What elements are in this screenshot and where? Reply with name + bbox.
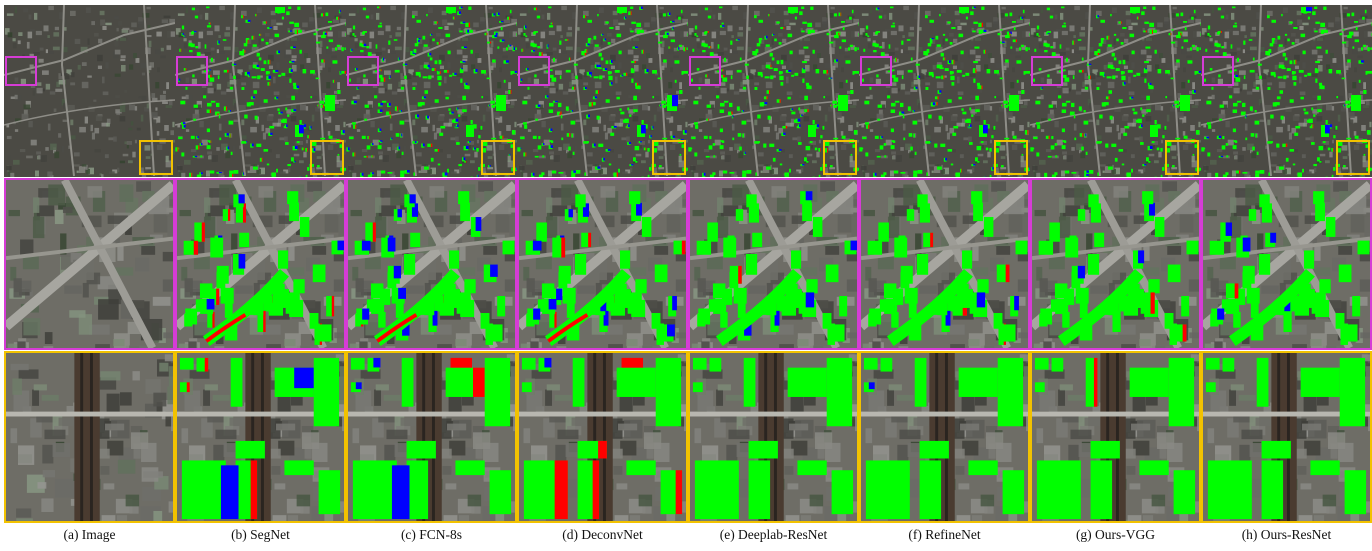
tile-graphic — [519, 353, 686, 521]
segmentation-result-zoom-yellow — [346, 351, 517, 523]
segmentation-result-zoom-magenta — [859, 178, 1030, 350]
column-6: (f) RefineNet — [859, 0, 1030, 551]
segmentation-result-overview — [859, 5, 1030, 177]
tile-graphic — [1032, 180, 1199, 348]
column-2: (b) SegNet — [175, 0, 346, 551]
tile-graphic — [517, 5, 688, 177]
segmentation-result-zoom-magenta — [175, 178, 346, 350]
caption: (a) Image — [63, 527, 116, 542]
segmentation-result-overview — [1201, 5, 1372, 177]
aerial-image-zoom-yellow — [4, 351, 175, 523]
tile-graphic — [690, 180, 857, 348]
tile-graphic — [6, 180, 173, 348]
segmentation-result-zoom-yellow — [517, 351, 688, 523]
tile-graphic — [1032, 353, 1199, 521]
segmentation-result-zoom-magenta — [1201, 178, 1372, 350]
tile-graphic — [177, 180, 344, 348]
caption: (h) Ours-ResNet — [1241, 527, 1332, 542]
column-7: (g) Ours-VGG — [1030, 0, 1201, 551]
tile-graphic — [348, 180, 515, 348]
tile-graphic — [4, 5, 175, 177]
tile-graphic — [348, 353, 515, 521]
segmentation-result-zoom-yellow — [1201, 351, 1372, 523]
tile-graphic — [519, 180, 686, 348]
caption: (f) RefineNet — [908, 527, 981, 542]
column-5: (e) Deeplab-ResNet — [688, 0, 859, 551]
tile-graphic — [690, 353, 857, 521]
column-1: (a) Image — [4, 0, 175, 551]
segmentation-result-zoom-magenta — [1030, 178, 1201, 350]
segmentation-result-zoom-magenta — [688, 178, 859, 350]
caption: (c) FCN-8s — [400, 527, 463, 542]
column-8: (h) Ours-ResNet — [1201, 0, 1372, 551]
tile-graphic — [6, 353, 173, 521]
tile-graphic — [177, 353, 344, 521]
aerial-image-zoom-magenta — [4, 178, 175, 350]
segmentation-result-overview — [175, 5, 346, 177]
segmentation-result-zoom-yellow — [175, 351, 346, 523]
tile-graphic — [1201, 5, 1372, 177]
column-4: (d) DeconvNet — [517, 0, 688, 551]
caption: (d) DeconvNet — [562, 527, 643, 542]
segmentation-result-zoom-yellow — [859, 351, 1030, 523]
caption: (g) Ours-VGG — [1075, 527, 1156, 542]
column-3: (c) FCN-8s — [346, 0, 517, 551]
tile-graphic — [861, 353, 1028, 521]
segmentation-result-zoom-magenta — [346, 178, 517, 350]
tile-graphic — [1203, 180, 1370, 348]
tile-graphic — [175, 5, 346, 177]
segmentation-result-overview — [1030, 5, 1201, 177]
segmentation-result-zoom-yellow — [1030, 351, 1201, 523]
tile-graphic — [688, 5, 859, 177]
segmentation-result-zoom-yellow — [688, 351, 859, 523]
tile-graphic — [859, 5, 1030, 177]
tile-graphic — [346, 5, 517, 177]
segmentation-result-overview — [346, 5, 517, 177]
tile-graphic — [1203, 353, 1370, 521]
tile-graphic — [861, 180, 1028, 348]
caption: (e) Deeplab-ResNet — [719, 527, 828, 542]
aerial-image-overview — [4, 5, 175, 177]
tile-graphic — [1030, 5, 1201, 177]
segmentation-result-overview — [517, 5, 688, 177]
segmentation-result-zoom-magenta — [517, 178, 688, 350]
caption: (b) SegNet — [231, 527, 290, 542]
segmentation-result-overview — [688, 5, 859, 177]
